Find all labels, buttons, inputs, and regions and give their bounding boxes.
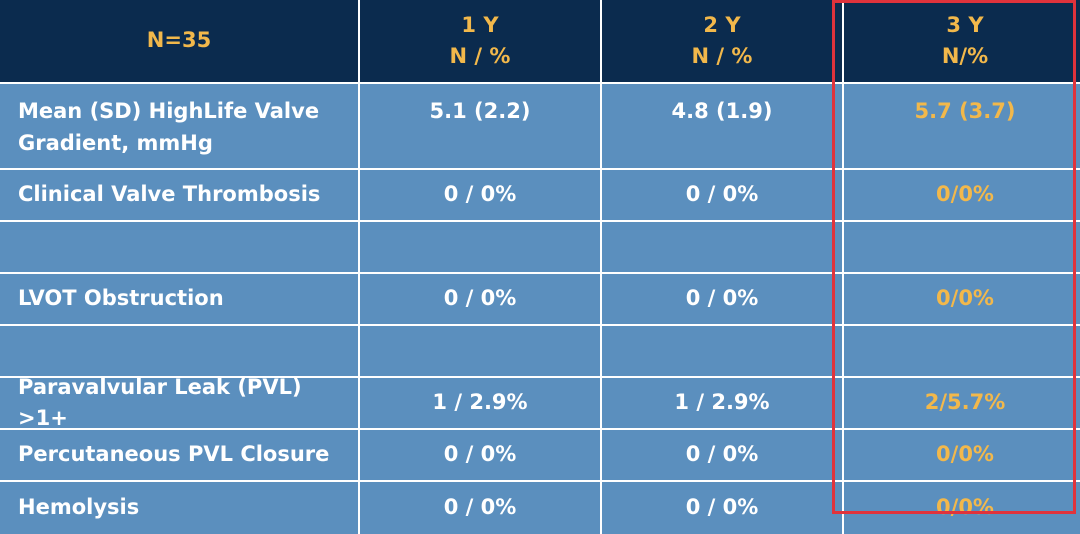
row-label-hemolysis: Hemolysis	[0, 482, 358, 534]
row-label-valve-thrombosis: Clinical Valve Thrombosis	[0, 170, 358, 220]
row-label-lvot-obstruction: LVOT Obstruction	[0, 274, 358, 324]
row-paravalvular-leak-3y: 2/5.7%	[844, 378, 1080, 428]
row-lvot-obstruction-2y: 0 / 0%	[602, 274, 842, 324]
row-paravalvular-leak-2y: 1 / 2.9%	[602, 378, 842, 428]
row-empty-1-2y	[602, 222, 842, 272]
row-pvl-closure-3y: 0/0%	[844, 430, 1080, 480]
row-valve-thrombosis-1y: 0 / 0%	[360, 170, 600, 220]
row-empty-2-1y	[360, 326, 600, 376]
header-n-label: N=35	[146, 28, 212, 53]
row-label-paravalvular-leak: Paravalvular Leak (PVL) >1+	[0, 375, 358, 430]
header-3y-title: 3 Y	[946, 12, 984, 37]
row-label-empty-1	[0, 222, 358, 272]
row-pvl-closure-2y: 0 / 0%	[602, 430, 842, 480]
row-empty-1-3y	[844, 222, 1080, 272]
row-hemolysis-3y: 0/0%	[844, 482, 1080, 534]
header-1y-title: 1 Y	[461, 12, 499, 37]
header-1y-subtitle: N / %	[449, 44, 511, 68]
row-valve-gradient-3y: 5.7 (3.7)	[844, 84, 1080, 168]
row-paravalvular-leak-1y: 1 / 2.9%	[360, 378, 600, 428]
row-lvot-obstruction-3y: 0/0%	[844, 274, 1080, 324]
row-valve-gradient-2y: 4.8 (1.9)	[602, 84, 842, 168]
row-label-valve-gradient: Mean (SD) HighLife Valve Gradient, mmHg	[0, 84, 358, 168]
row-lvot-obstruction-1y: 0 / 0%	[360, 274, 600, 324]
header-n-cell: N=35	[0, 0, 358, 82]
header-1y-cell: 1 Y N / %	[360, 0, 600, 82]
row-empty-1-1y	[360, 222, 600, 272]
row-label-pvl-closure: Percutaneous PVL Closure	[0, 430, 358, 480]
row-valve-thrombosis-3y: 0/0%	[844, 170, 1080, 220]
row-valve-thrombosis-2y: 0 / 0%	[602, 170, 842, 220]
row-empty-2-3y	[844, 326, 1080, 376]
header-2y-subtitle: N / %	[691, 44, 753, 68]
row-hemolysis-1y: 0 / 0%	[360, 482, 600, 534]
row-empty-2-2y	[602, 326, 842, 376]
row-pvl-closure-1y: 0 / 0%	[360, 430, 600, 480]
header-3y-cell: 3 Y N/%	[844, 0, 1080, 82]
row-label-empty-2	[0, 326, 358, 376]
header-3y-subtitle: N/%	[941, 44, 989, 68]
header-2y-title: 2 Y	[703, 12, 741, 37]
header-2y-cell: 2 Y N / %	[602, 0, 842, 82]
row-hemolysis-2y: 0 / 0%	[602, 482, 842, 534]
row-valve-gradient-1y: 5.1 (2.2)	[360, 84, 600, 168]
